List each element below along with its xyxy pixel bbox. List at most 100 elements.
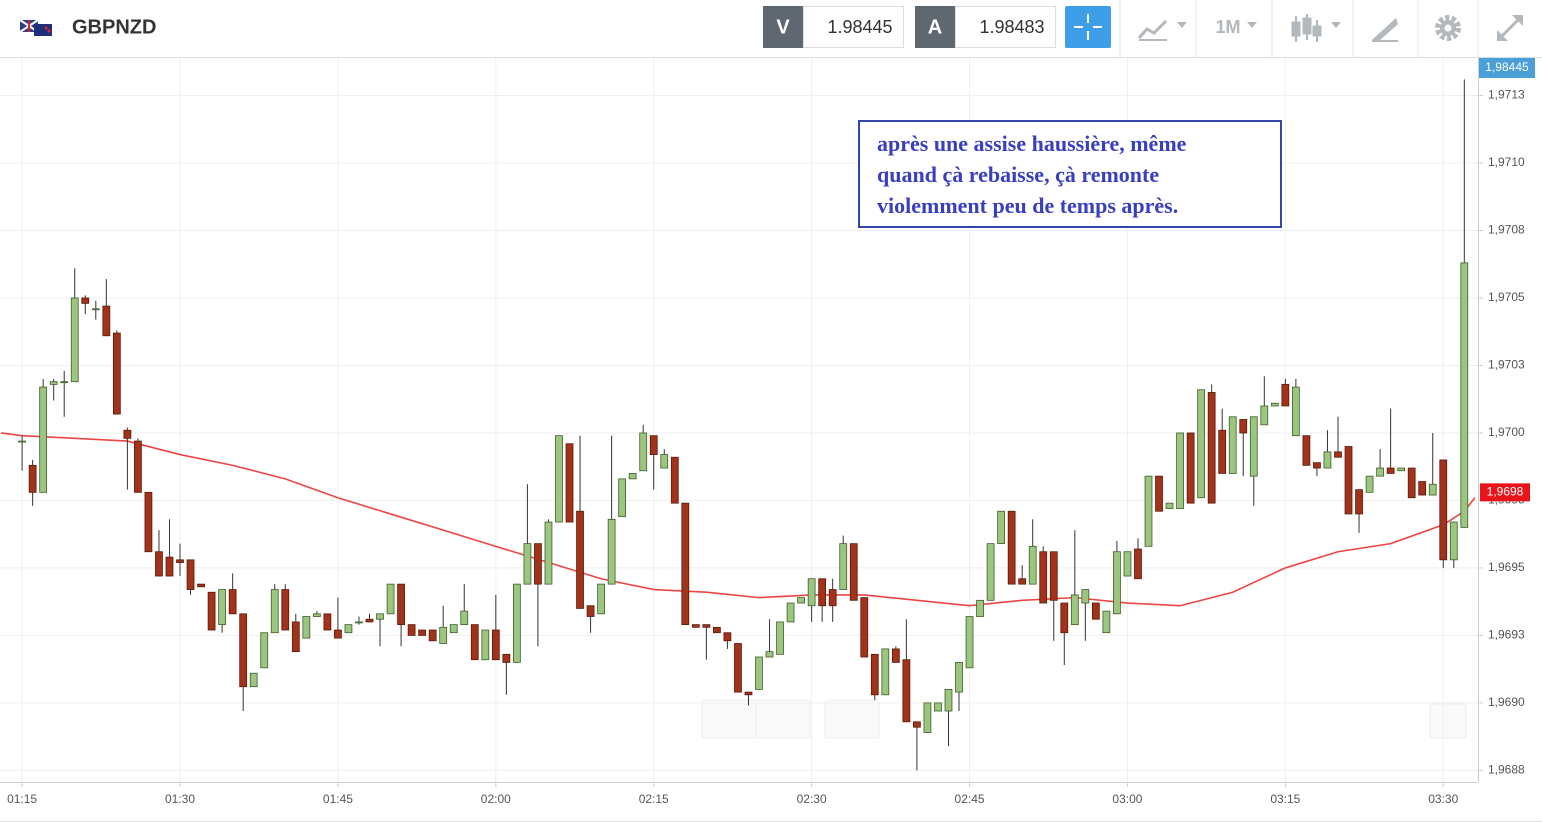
candle-icon[interactable] bbox=[1291, 14, 1341, 42]
candle-body bbox=[481, 629, 490, 661]
annotation-box bbox=[858, 120, 1282, 228]
candle-body bbox=[1249, 416, 1258, 477]
x-tick-label: 03:30 bbox=[1428, 792, 1458, 806]
candle-body bbox=[1270, 402, 1279, 407]
candle-body bbox=[197, 583, 205, 588]
y-tick-label: 1,9713 bbox=[1488, 88, 1525, 102]
candle-body bbox=[734, 643, 742, 693]
ask-box bbox=[955, 6, 1056, 48]
bid-box bbox=[803, 6, 904, 48]
candle-body bbox=[628, 473, 637, 480]
candle-body bbox=[1260, 405, 1269, 426]
candle-body bbox=[807, 578, 816, 607]
candle-body bbox=[386, 583, 395, 615]
candle-body bbox=[281, 589, 290, 631]
candle-body bbox=[639, 432, 648, 472]
candle-body bbox=[1344, 446, 1353, 515]
candle-body bbox=[418, 629, 427, 636]
y-tick-label: 1,9708 bbox=[1488, 223, 1525, 237]
candle-body bbox=[291, 621, 300, 653]
line-chart-icon[interactable] bbox=[1137, 19, 1187, 41]
candle-body bbox=[1018, 578, 1027, 585]
candle-body bbox=[1302, 435, 1311, 466]
candle-body bbox=[849, 543, 858, 601]
candle-body bbox=[49, 381, 58, 385]
candle-body bbox=[565, 443, 574, 523]
timeframe[interactable]: 1M bbox=[1215, 17, 1240, 37]
candle-body bbox=[870, 653, 879, 696]
candle-body bbox=[1218, 429, 1227, 474]
candle-body bbox=[1060, 602, 1069, 634]
candle-body bbox=[81, 297, 90, 304]
last-price-tag bbox=[1479, 58, 1535, 78]
candle-body bbox=[165, 556, 174, 577]
candle-body bbox=[1207, 392, 1216, 504]
candle-body bbox=[260, 632, 269, 669]
candle-body bbox=[839, 543, 848, 590]
candle-body bbox=[470, 624, 479, 661]
last-price-label: 1,98445 bbox=[1485, 60, 1529, 74]
ask-button[interactable] bbox=[915, 6, 955, 48]
crosshair-button[interactable] bbox=[1065, 6, 1111, 48]
candle-body bbox=[1460, 262, 1469, 528]
candle-body bbox=[344, 624, 353, 634]
candle-body bbox=[713, 626, 721, 634]
candle-body bbox=[1176, 432, 1184, 509]
draw-icon[interactable] bbox=[1372, 18, 1398, 42]
candle-body bbox=[1313, 462, 1321, 469]
bid-button[interactable] bbox=[763, 6, 803, 48]
settings-icon[interactable] bbox=[1435, 15, 1461, 41]
candle-body bbox=[18, 440, 26, 443]
candle-body bbox=[1407, 467, 1416, 499]
ask-label: A bbox=[928, 16, 942, 38]
candle-body bbox=[449, 624, 458, 634]
candle-body bbox=[1428, 483, 1437, 496]
candle-body bbox=[155, 551, 163, 577]
x-tick-label: 02:00 bbox=[481, 792, 511, 806]
x-tick-label: 03:15 bbox=[1270, 792, 1300, 806]
candle-body bbox=[1039, 551, 1048, 604]
bid-label: V bbox=[776, 16, 790, 38]
candle-body bbox=[91, 308, 100, 311]
candle-body bbox=[534, 543, 542, 585]
y-tick-label: 1,9695 bbox=[1488, 560, 1525, 574]
x-tick-label: 02:30 bbox=[797, 792, 827, 806]
y-tick-label: 1,9705 bbox=[1488, 290, 1525, 304]
candle-body bbox=[723, 632, 732, 642]
candle-body bbox=[1007, 510, 1016, 585]
candle-body bbox=[902, 659, 911, 723]
candle-body bbox=[934, 702, 942, 712]
candle-body bbox=[1102, 610, 1111, 634]
annotation-line: après une assise haussière, même bbox=[877, 131, 1187, 156]
candle-body bbox=[681, 502, 690, 626]
candle-body bbox=[1386, 467, 1395, 474]
candle-body bbox=[502, 653, 511, 663]
candle-body bbox=[207, 591, 216, 631]
candle-body bbox=[649, 435, 658, 455]
candle-body bbox=[670, 456, 679, 504]
candle-body bbox=[755, 656, 763, 690]
candle-body bbox=[1365, 475, 1374, 493]
candle-body bbox=[239, 613, 248, 688]
candle-body bbox=[123, 429, 132, 439]
candle-body bbox=[691, 624, 700, 628]
candle-body bbox=[1186, 432, 1195, 504]
candle-body bbox=[765, 651, 774, 658]
candle-body bbox=[923, 702, 932, 733]
price-tag bbox=[1480, 483, 1530, 502]
candle-body bbox=[428, 629, 437, 642]
candle-body bbox=[102, 305, 111, 337]
candle-body bbox=[797, 597, 805, 604]
fullscreen-icon[interactable] bbox=[1497, 15, 1523, 41]
candle-body bbox=[555, 435, 563, 523]
candle-body bbox=[439, 626, 448, 644]
x-tick-label: 02:15 bbox=[639, 792, 669, 806]
candle-body bbox=[597, 583, 605, 615]
candle-body bbox=[976, 599, 984, 617]
candle-body bbox=[1228, 416, 1237, 474]
candle-body bbox=[513, 583, 521, 663]
candle-body bbox=[1439, 459, 1448, 561]
candle-body bbox=[881, 648, 890, 696]
candle-body bbox=[586, 605, 595, 617]
